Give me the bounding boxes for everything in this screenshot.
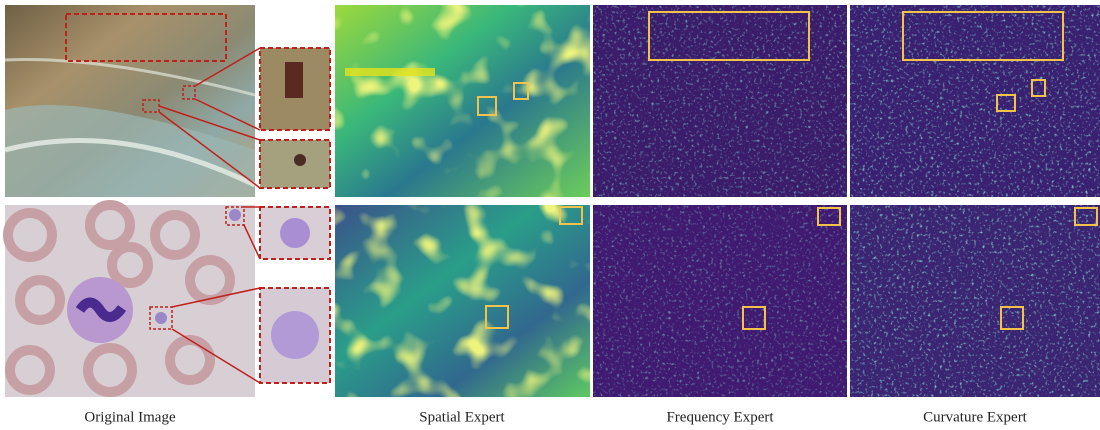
curvature-map-2 [850, 205, 1100, 397]
page: Original Image Spatial Expert Frequency … [0, 0, 1100, 430]
figure: Original Image Spatial Expert Frequency … [0, 0, 1100, 430]
curvature-map-1 [850, 5, 1100, 197]
beach-image [5, 5, 330, 197]
spatial-map-1 [335, 5, 590, 197]
frequency-map-2 [593, 205, 847, 397]
caption: Curvature Expert [923, 409, 1028, 425]
caption: Original Image [84, 409, 176, 425]
blood-image [5, 205, 330, 397]
caption: Frequency Expert [666, 409, 774, 425]
spatial-map-2 [335, 205, 590, 397]
frequency-map-1 [593, 5, 847, 197]
caption: Spatial Expert [419, 409, 505, 425]
